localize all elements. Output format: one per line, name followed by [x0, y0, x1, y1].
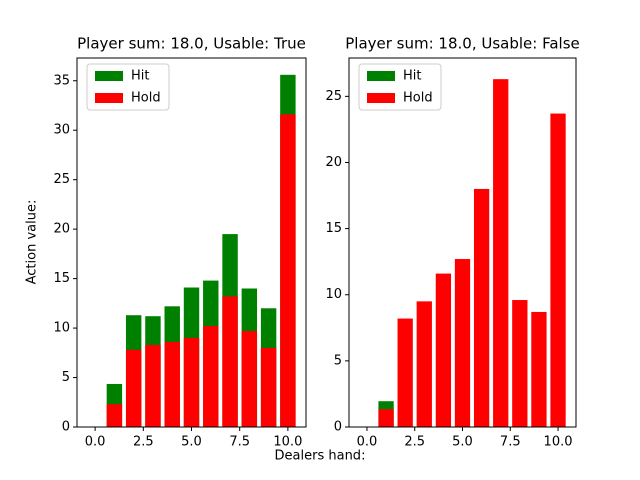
- x-tick-label: 0.0: [85, 435, 106, 450]
- y-tick-label: 35: [53, 73, 70, 88]
- bar: [106, 404, 123, 427]
- bar: [473, 188, 490, 427]
- legend-label: Hit: [131, 69, 149, 84]
- bar: [260, 347, 277, 427]
- x-tick-label: 2.5: [404, 435, 425, 450]
- subplot: Player sum: 18.0, Usable: True 0 5 10 15 20 25…: [53, 35, 307, 450]
- bar: [435, 273, 452, 427]
- bar: [531, 311, 547, 427]
- bar: [512, 300, 528, 427]
- y-tick-label: 20: [53, 222, 70, 237]
- axes-frame: [76, 57, 307, 428]
- bar: [493, 79, 509, 428]
- subplot-title: Player sum: 18.0, Usable: False: [345, 35, 580, 53]
- x-tick-label: 7.5: [500, 435, 521, 450]
- x-tick-label: 10.0: [544, 435, 573, 450]
- legend: Hit Hold: [86, 63, 170, 111]
- bar: [164, 341, 180, 427]
- legend-label: Hit: [403, 69, 421, 84]
- bar: [378, 409, 394, 427]
- x-tick-label: 7.5: [229, 435, 250, 450]
- y-axis-label: Action value:: [25, 200, 40, 285]
- y-tick-label: 15: [325, 221, 342, 236]
- x-tick-label: 2.5: [133, 435, 154, 450]
- legend-swatch: [95, 71, 123, 81]
- subplot-title: Player sum: 18.0, Usable: True: [77, 35, 306, 53]
- bar: [222, 296, 238, 427]
- y-tick-label: 5: [62, 370, 70, 385]
- bar: [280, 114, 296, 428]
- y-tick-label: 25: [325, 89, 342, 104]
- x-axis-label: Dealers hand:: [275, 449, 366, 464]
- y-tick-label: 20: [325, 155, 342, 170]
- x-tick-label: 5.0: [452, 435, 473, 450]
- y-tick-label: 10: [53, 321, 70, 336]
- legend-swatch: [367, 71, 395, 81]
- subplot: Player sum: 18.0, Usable: False 0 5 10 15 20 2…: [325, 35, 579, 450]
- bar: [416, 301, 432, 427]
- x-tick-label: 0.0: [357, 435, 378, 450]
- y-tick-label: 0: [334, 420, 342, 435]
- bar: [203, 326, 219, 427]
- y-tick-label: 0: [62, 420, 70, 435]
- bar: [145, 344, 161, 427]
- legend-swatch: [95, 93, 123, 103]
- y-tick-label: 5: [334, 353, 342, 368]
- bar: [550, 113, 566, 427]
- x-tick-label: 5.0: [181, 435, 202, 450]
- axes-frame: [348, 57, 577, 428]
- legend-swatch: [367, 93, 395, 103]
- bar: [454, 259, 471, 427]
- bar: [241, 331, 258, 427]
- y-tick-label: 15: [53, 271, 70, 286]
- x-tick-label: 10.0: [273, 435, 302, 450]
- legend-label: Hold: [131, 91, 161, 106]
- y-tick-label: 30: [53, 123, 70, 138]
- y-tick-label: 10: [325, 287, 342, 302]
- legend-label: Hold: [403, 91, 433, 106]
- bar: [125, 349, 142, 427]
- y-tick-label: 25: [53, 172, 70, 187]
- bar: [397, 318, 413, 427]
- bar: [183, 337, 200, 427]
- legend: Hit Hold: [358, 63, 442, 111]
